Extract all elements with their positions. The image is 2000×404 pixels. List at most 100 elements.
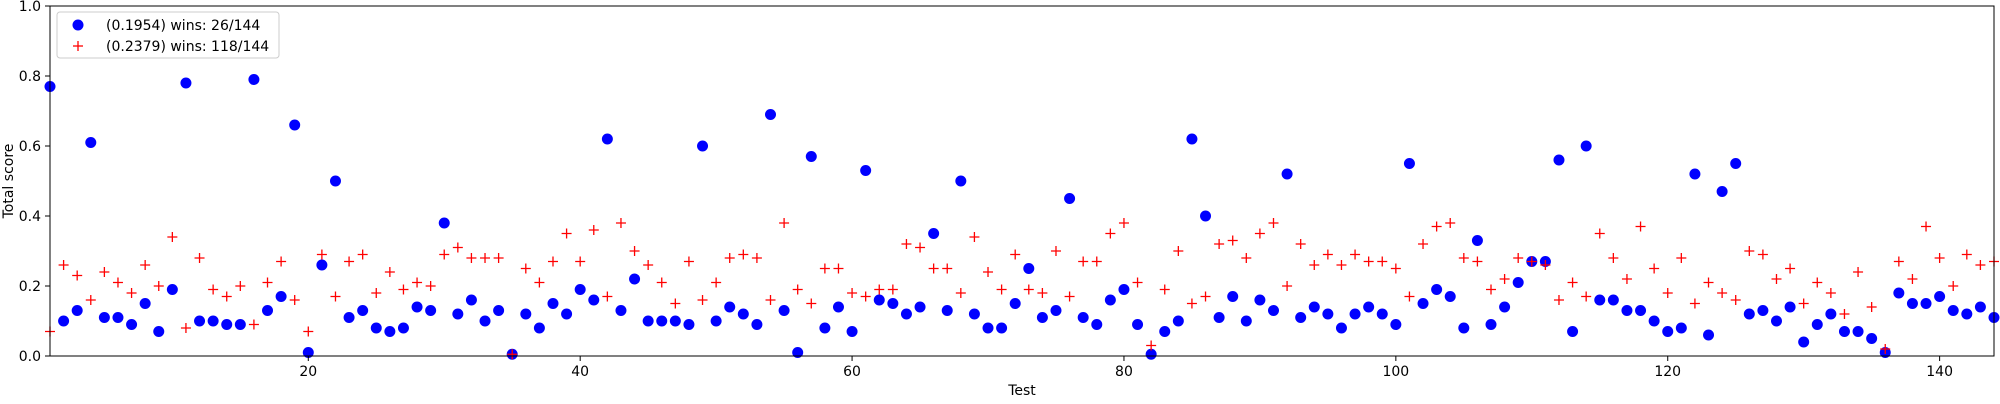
data-point (738, 249, 749, 260)
legend-label-series-1: (0.1954) wins: 26/144 (106, 18, 260, 34)
data-point (928, 228, 940, 239)
data-point (1934, 253, 1945, 263)
data-point (901, 239, 912, 249)
data-point (71, 305, 83, 316)
data-point (1893, 256, 1904, 267)
data-point (1350, 249, 1361, 260)
data-point (1811, 319, 1823, 330)
data-point (58, 315, 70, 327)
data-point (1295, 312, 1307, 323)
data-point (533, 322, 545, 334)
data-point (1906, 298, 1918, 309)
data-point (1431, 284, 1443, 295)
data-point (1390, 263, 1401, 274)
data-point (112, 312, 124, 323)
x-tick-label: 60 (843, 364, 861, 380)
data-point (1499, 274, 1510, 284)
data-point (1458, 322, 1470, 334)
plot-area (50, 6, 1994, 356)
data-point (166, 284, 178, 295)
data-point (1526, 256, 1537, 267)
data-point (1227, 235, 1238, 246)
data-point (1540, 260, 1551, 270)
data-point (1798, 298, 1809, 309)
data-point (302, 347, 314, 358)
data-point (1064, 291, 1075, 302)
data-point (847, 288, 858, 298)
data-point (1282, 281, 1293, 291)
data-point (493, 305, 505, 316)
data-point (1091, 319, 1103, 330)
data-point (316, 249, 327, 260)
data-point (1934, 291, 1946, 302)
x-tick-label: 80 (1115, 364, 1133, 380)
data-point (683, 256, 694, 267)
data-point (1730, 158, 1742, 169)
data-point (1173, 246, 1184, 256)
data-point (1961, 249, 1972, 260)
data-point (1553, 154, 1565, 166)
data-point (561, 308, 573, 320)
data-point (574, 284, 586, 295)
data-point (942, 263, 953, 274)
data-point (1146, 340, 1157, 351)
y-tick-label: 0.0 (19, 349, 41, 365)
data-point (1757, 305, 1769, 316)
data-point (167, 232, 178, 242)
data-point (1580, 140, 1592, 152)
data-point (1594, 228, 1605, 239)
data-point (1254, 228, 1265, 239)
data-point (98, 312, 110, 323)
data-point (1581, 291, 1592, 302)
data-point (1785, 263, 1796, 274)
data-point (832, 301, 844, 313)
data-point (846, 326, 858, 337)
data-point (289, 119, 301, 131)
data-point (466, 253, 477, 263)
data-point (1186, 298, 1197, 309)
data-point (1363, 256, 1374, 267)
legend-box (56, 11, 280, 59)
data-point (1648, 315, 1660, 327)
data-point (1920, 298, 1932, 309)
data-point (669, 315, 681, 327)
data-point (1771, 274, 1782, 284)
data-point (411, 301, 423, 313)
data-point (1132, 277, 1143, 288)
data-point (1214, 239, 1225, 249)
data-point (629, 246, 640, 256)
data-point (153, 326, 165, 337)
x-tick-label: 120 (1654, 364, 1681, 380)
data-point (303, 326, 314, 337)
data-point (1023, 284, 1034, 295)
y-tick-label: 0.6 (19, 139, 41, 155)
data-point (860, 291, 871, 302)
data-point (1349, 308, 1361, 320)
data-point (452, 308, 464, 320)
data-point (1499, 301, 1511, 313)
data-point (1458, 253, 1469, 263)
data-point (642, 315, 654, 327)
data-point (1390, 319, 1402, 330)
data-point (1376, 308, 1388, 320)
data-point (1825, 288, 1836, 298)
data-point (643, 260, 654, 270)
data-point (1662, 326, 1674, 337)
data-point (1132, 319, 1144, 330)
data-point (507, 349, 518, 360)
legend-marker-series-2 (73, 41, 83, 51)
data-point (208, 284, 219, 295)
data-point (833, 263, 844, 274)
data-point (1798, 336, 1810, 348)
series-2 (45, 218, 1999, 360)
y-axis: 0.0 0.2 0.4 0.6 0.8 1.0 (19, 0, 50, 365)
data-point (99, 267, 110, 277)
data-point (1295, 239, 1306, 249)
data-point (575, 256, 586, 267)
data-point (194, 315, 206, 327)
data-point (1200, 210, 1212, 222)
data-point (139, 298, 151, 309)
data-point (1186, 133, 1198, 145)
data-point (928, 263, 939, 274)
